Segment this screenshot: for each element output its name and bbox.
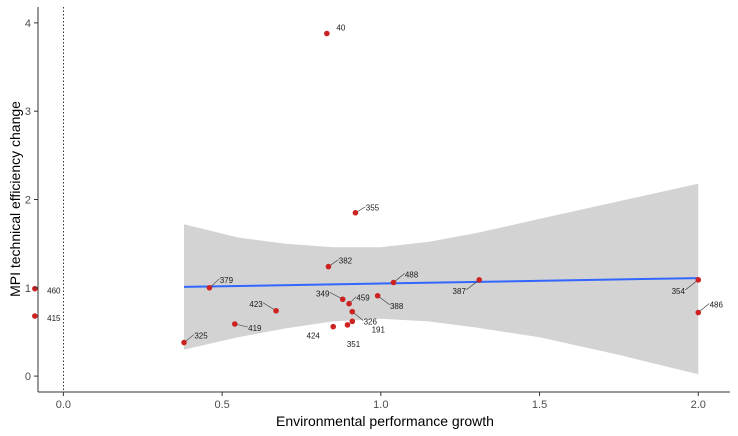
data-point	[32, 313, 38, 319]
data-point	[390, 279, 397, 286]
data-point-label: 459	[356, 294, 370, 303]
data-point-label: 423	[249, 300, 263, 309]
data-point	[352, 209, 359, 216]
y-axis-title: MPI technical efficiency change	[7, 101, 23, 297]
data-point-label: 191	[372, 325, 386, 334]
data-point	[349, 318, 356, 325]
data-point	[344, 322, 351, 328]
data-point	[324, 30, 330, 37]
data-point	[181, 339, 187, 346]
confidence-band-layer	[184, 183, 699, 375]
data-point-label: 325	[194, 332, 208, 341]
confidence-band	[184, 183, 699, 375]
data-point	[695, 309, 702, 316]
data-point	[339, 296, 346, 303]
y-tick-label: 0	[25, 371, 31, 383]
data-point-label: 382	[339, 257, 353, 266]
data-point-label: 354	[672, 287, 686, 296]
data-point	[330, 323, 337, 330]
data-point-label: 40	[336, 23, 345, 32]
data-point-label: 349	[316, 289, 330, 298]
data-point-label: 419	[248, 324, 262, 333]
data-point-label: 460	[47, 287, 61, 296]
data-point	[32, 285, 38, 292]
data-point	[374, 292, 381, 299]
x-tick-label: 0.5	[214, 399, 229, 411]
x-tick-label: 2.0	[691, 399, 706, 411]
data-point	[695, 277, 702, 283]
data-point	[273, 307, 279, 314]
data-point-label: 326	[364, 318, 378, 327]
x-tick-label: 1.5	[532, 399, 547, 411]
trend-line-layer	[184, 277, 699, 288]
data-point	[325, 263, 332, 270]
data-point-label: 387	[453, 287, 467, 296]
point-label-layer: 40 355 382 460 379 488 387 354 486 415 349 459 388 32…	[47, 23, 723, 348]
y-tick-label: 1	[25, 283, 31, 295]
y-tick-label: 2	[25, 195, 31, 207]
x-tick-label: 1.0	[373, 399, 388, 411]
y-tick-label: 4	[25, 18, 31, 30]
data-point-label: 388	[390, 302, 404, 311]
x-tick-label: 0.0	[56, 399, 71, 411]
data-point-layer	[32, 30, 702, 346]
data-point-label: 355	[366, 204, 380, 213]
data-point	[476, 277, 483, 283]
data-point-label: 415	[47, 314, 61, 323]
x-axis-title: Environmental performance growth	[276, 413, 494, 429]
data-point-label: 379	[220, 276, 234, 285]
trend-line	[184, 277, 699, 288]
data-point-label: 486	[710, 301, 724, 310]
data-point	[206, 285, 213, 291]
axes-layer: 0.0 0.5 1.0 1.5 2.0 0 1 2 3 4	[25, 7, 730, 411]
data-point	[346, 300, 352, 307]
data-point-label: 488	[405, 271, 419, 280]
data-point-label: 351	[347, 340, 361, 349]
data-point-label: 424	[307, 332, 321, 341]
data-point	[349, 308, 356, 315]
y-tick-label: 3	[25, 106, 31, 118]
data-point	[232, 321, 238, 327]
